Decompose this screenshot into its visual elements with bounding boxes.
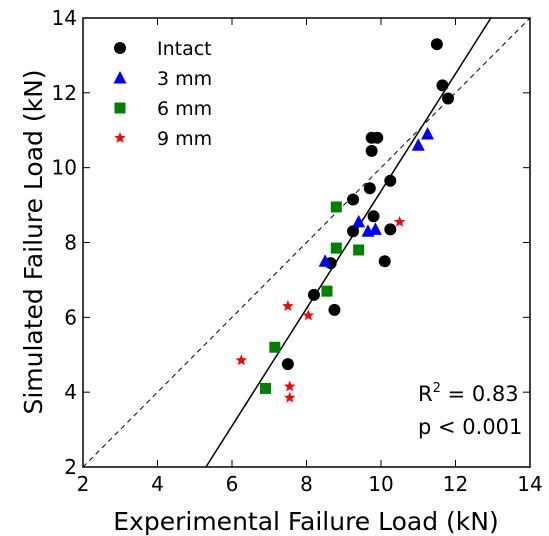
data-point-intact [371, 131, 384, 144]
identity-line [83, 18, 530, 467]
legend-label-6-mm: 6 mm [157, 98, 212, 120]
x-tick-label: 10 [368, 472, 393, 496]
legend-label-3-mm: 3 mm [157, 68, 212, 90]
regression-line [205, 18, 492, 467]
data-point-9-mm [393, 215, 406, 227]
data-point-3-mm [421, 126, 435, 140]
r-squared-value: = 0.83 [441, 382, 519, 406]
legend-marker-9-mm [114, 132, 126, 143]
data-points [235, 38, 455, 403]
series-intact [281, 38, 455, 371]
x-tick-label: 6 [226, 472, 239, 496]
data-point-intact [384, 174, 397, 187]
series-6-mm [260, 201, 365, 394]
data-point-intact [436, 79, 449, 92]
data-point-intact [430, 38, 443, 51]
data-point-intact [365, 144, 378, 157]
data-point-9-mm [284, 380, 296, 392]
x-tick-label: 8 [300, 472, 313, 496]
data-point-3-mm [352, 214, 366, 228]
legend-label-9-mm: 9 mm [157, 128, 212, 150]
data-point-9-mm [284, 391, 296, 403]
legend-item-3-mm: 3 mm [113, 68, 212, 90]
y-axis-label: Simulated Failure Load (kN) [19, 69, 48, 414]
data-point-intact [367, 210, 380, 223]
data-point-6-mm [330, 242, 342, 254]
data-point-9-mm [302, 309, 315, 321]
x-tick-label: 2 [77, 472, 90, 496]
data-point-intact [328, 303, 341, 316]
y-tick-label: 12 [52, 81, 77, 105]
data-point-3-mm [318, 254, 332, 267]
data-point-intact [378, 255, 391, 268]
legend-marker-3-mm [113, 71, 127, 84]
data-point-6-mm [330, 201, 342, 213]
axis-ticks: 2 4 6 8 10 12 14 2 4 6 8 10 12 14 [52, 6, 543, 496]
y-tick-label: 4 [64, 380, 77, 404]
series-9-mm [235, 215, 406, 403]
series-3-mm [318, 126, 435, 267]
legend-label-intact: Intact [157, 38, 212, 60]
y-tick-label: 8 [64, 231, 77, 255]
data-point-9-mm [235, 354, 248, 366]
y-tick-label: 10 [52, 156, 77, 180]
r-squared-superscript: 2 [433, 381, 441, 396]
data-point-6-mm [321, 285, 333, 297]
data-point-6-mm [353, 244, 365, 256]
legend-marker-intact [114, 42, 126, 54]
data-point-intact [442, 92, 455, 105]
legend-item-intact: Intact [114, 38, 212, 60]
data-point-intact [347, 225, 360, 238]
data-point-3-mm [411, 138, 425, 151]
y-tick-label: 6 [64, 305, 77, 329]
x-tick-label: 4 [151, 472, 164, 496]
r-squared-annotation: R2 = 0.83 [418, 381, 519, 406]
r-squared-prefix: R [418, 382, 433, 406]
p-value-annotation: p < 0.001 [418, 415, 522, 439]
reference-lines [83, 18, 530, 467]
data-point-intact [363, 182, 376, 195]
data-point-9-mm [282, 300, 294, 311]
data-point-6-mm [269, 341, 281, 353]
x-axis-label: Experimental Failure Load (kN) [113, 507, 498, 536]
x-tick-label: 14 [517, 472, 542, 496]
legend-marker-6-mm [114, 102, 126, 114]
legend-item-9-mm: 9 mm [114, 128, 212, 150]
y-tick-label: 2 [64, 455, 77, 479]
legend-item-6-mm: 6 mm [114, 98, 212, 120]
data-point-6-mm [260, 382, 272, 394]
y-tick-label: 14 [52, 6, 77, 30]
data-point-intact [384, 223, 397, 236]
data-point-3-mm [368, 222, 382, 235]
data-point-intact [281, 358, 294, 371]
data-point-intact [347, 193, 360, 206]
legend: Intact 3 mm 6 mm 9 mm [113, 38, 212, 150]
x-tick-label: 12 [443, 472, 468, 496]
data-point-intact [307, 288, 320, 301]
